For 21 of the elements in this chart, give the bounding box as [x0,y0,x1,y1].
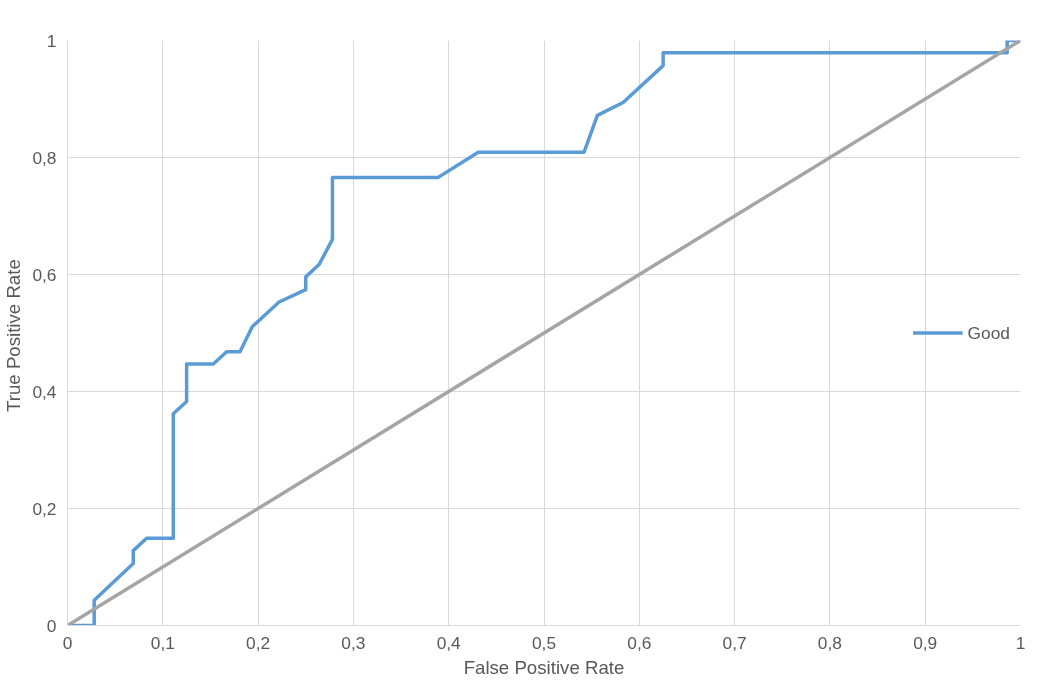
y-tick-label: 0,6 [32,264,57,285]
x-tick-label: 0,8 [817,632,842,653]
x-tick-label: 0,9 [913,632,938,653]
y-tick-label: 1 [46,30,57,51]
x-tick-label: 0,1 [150,632,175,653]
x-tick-label: 0,6 [627,632,652,653]
y-tick-label: 0,2 [32,498,57,519]
x-axis-title: False Positive Rate [463,656,625,678]
y-tick-label: 0,4 [32,381,57,402]
x-tick-label: 0,7 [722,632,747,653]
x-tick-label: 0,2 [246,632,271,653]
legend-label: Good [967,322,1010,343]
y-tick-label: 0 [46,615,57,636]
x-tick-label: 0,5 [531,632,557,653]
x-tick-label: 0,3 [341,632,366,653]
y-axis-title: True Positive Rate [3,259,25,412]
x-tick-label: 1 [1015,632,1026,653]
y-tick-label: 0,8 [32,147,57,168]
x-tick-label: 0,4 [436,632,462,653]
x-tick-label: 0 [62,632,73,653]
line-series [67,40,1021,626]
